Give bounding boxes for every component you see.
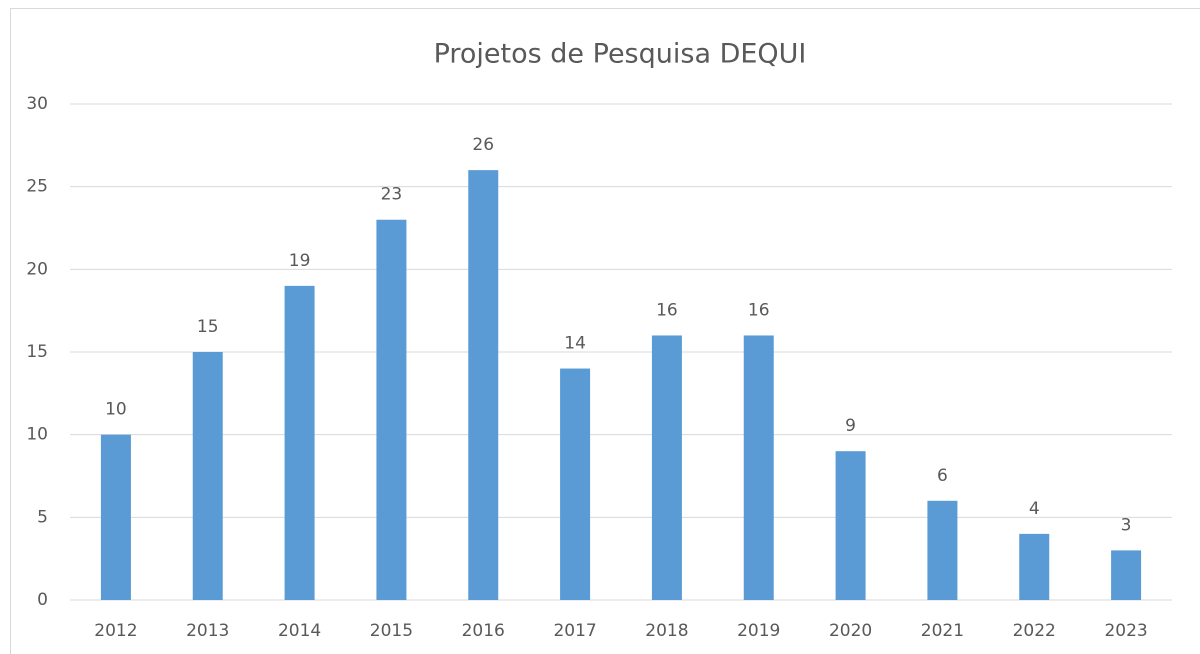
x-tick-label: 2020: [829, 621, 872, 641]
y-tick-label: 30: [26, 94, 48, 114]
x-tick-label: 2012: [94, 621, 137, 641]
x-tick-label: 2017: [553, 621, 596, 641]
chart-title: Projetos de Pesquisa DEQUI: [434, 39, 807, 70]
x-tick-label: 2023: [1104, 621, 1147, 641]
bar: [1111, 550, 1142, 600]
x-tick-label: 2021: [921, 621, 964, 641]
bar: [1019, 533, 1050, 600]
x-tick-label: 2013: [186, 621, 229, 641]
x-tick-label: 2022: [1013, 621, 1056, 641]
data-label: 4: [1029, 499, 1040, 519]
y-tick-label: 0: [37, 590, 48, 610]
bar: [468, 170, 499, 600]
data-label: 3: [1121, 515, 1132, 535]
bar: [192, 352, 223, 600]
data-label: 26: [472, 135, 494, 155]
x-tick-label: 2015: [370, 621, 413, 641]
y-tick-label: 25: [26, 177, 48, 197]
data-label: 16: [656, 300, 678, 320]
data-label: 16: [748, 300, 770, 320]
bar: [560, 368, 591, 600]
data-label: 6: [937, 466, 948, 486]
x-tick-label: 2019: [737, 621, 780, 641]
y-tick-label: 5: [37, 507, 48, 527]
y-tick-label: 15: [26, 342, 48, 362]
bar: [100, 434, 131, 600]
data-label: 9: [845, 416, 856, 436]
y-tick-label: 10: [26, 425, 48, 445]
x-tick-label: 2018: [645, 621, 688, 641]
bar: [835, 451, 866, 600]
x-tick-label: 2014: [278, 621, 321, 641]
bar: [284, 285, 315, 600]
data-label: 23: [381, 185, 403, 205]
bar: [927, 500, 958, 600]
data-label: 15: [197, 317, 219, 337]
x-tick-label: 2016: [462, 621, 505, 641]
bar: [743, 335, 774, 600]
bar: [651, 335, 682, 600]
data-label: 10: [105, 400, 127, 420]
data-label: 14: [564, 334, 586, 354]
y-tick-label: 20: [26, 259, 48, 279]
bar: [376, 219, 407, 600]
data-label: 19: [289, 251, 311, 271]
